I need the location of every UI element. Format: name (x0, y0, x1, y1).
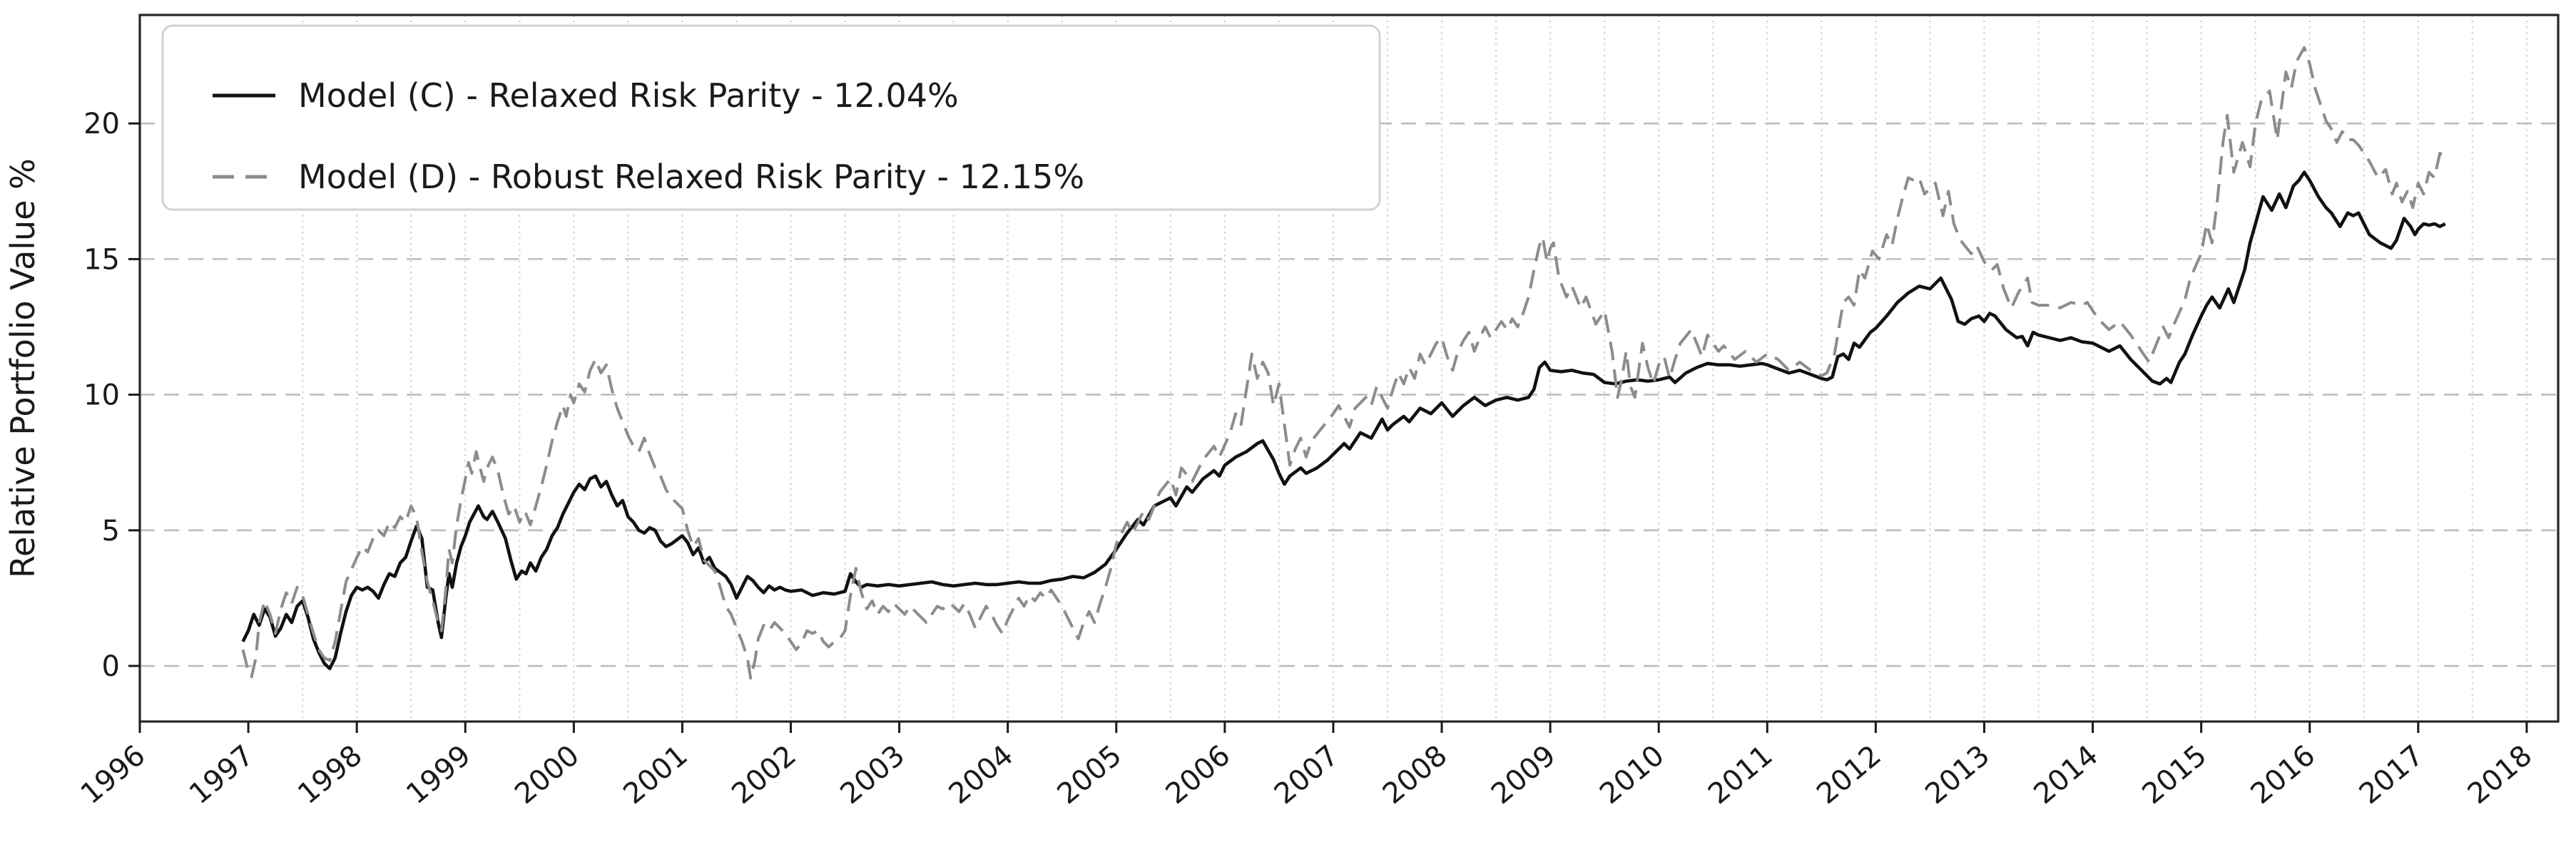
y-tick-label-20: 20 (83, 108, 120, 140)
legend-box: Model (C) - Relaxed Risk Parity - 12.04%… (161, 24, 1381, 211)
y-tick-label-10: 10 (83, 379, 120, 412)
y-tick-label-15: 15 (83, 243, 120, 276)
model-c-line (241, 170, 2446, 671)
legend-label-model-c: Model (C) - Relaxed Risk Parity - 12.04% (298, 76, 959, 115)
y-axis-label: Relative Portfolio Value % (4, 158, 42, 578)
legend-label-model-d: Model (D) - Robust Relaxed Risk Parity -… (298, 158, 1084, 196)
legend-frame (161, 24, 1381, 211)
y-tick-label-5: 5 (102, 515, 120, 548)
model-d-line (241, 46, 2446, 680)
y-axis: 0 5 10 15 20 (83, 108, 140, 683)
plot-frame (138, 14, 2560, 723)
y-tick-label-0: 0 (102, 650, 120, 683)
vertical-gridlines (301, 15, 2528, 722)
